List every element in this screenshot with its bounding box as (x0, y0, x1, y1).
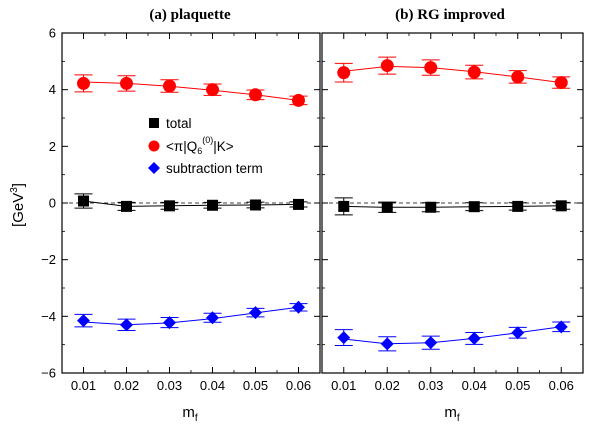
panel-b-x-tick-label: 0.04 (462, 378, 487, 393)
legend-label-total: total (166, 116, 192, 131)
panel-a-matrix-fit-line (83, 81, 299, 101)
panel-b-subtraction-point (467, 331, 481, 345)
panel-a-subtraction-fit-line (83, 306, 299, 326)
panel-a-subtraction-point (163, 316, 176, 330)
panel-b-total-point (381, 201, 393, 213)
panel-a-x-tick-label: 0.01 (71, 378, 96, 393)
panel-a-subtraction-point (292, 300, 305, 314)
legend-marker-total (149, 118, 159, 128)
panel-b-matrix-point (424, 61, 438, 75)
panel-a-matrix-point (77, 76, 90, 90)
panel-a-matrix-point (292, 93, 305, 107)
y-axis-label: [GeV3] (9, 183, 27, 227)
panel-a-x-tick-label: 0.02 (114, 378, 139, 393)
panel-b-series-subtraction (334, 320, 571, 352)
legend-label-matrix-element: <π|Q6(0)|K> (166, 135, 234, 156)
y-tick-label: −2 (41, 252, 56, 267)
panel-b-matrix-point (554, 76, 568, 90)
panel-b-subtraction-point (511, 326, 525, 340)
panel-b-x-tick-label: 0.03 (418, 378, 443, 393)
panel-a-subtraction-point (120, 318, 133, 332)
panel-a-x-axis-label: mf (182, 404, 198, 424)
panel-a-series-total (74, 193, 308, 212)
panel-a-subtraction-point (249, 306, 262, 320)
panel-a-x-axis-label-sub: f (195, 413, 198, 424)
panel-b-total-fit-line (343, 205, 562, 208)
panel-b-total-point (555, 200, 567, 212)
y-tick-label: −6 (41, 366, 56, 381)
y-tick-label: 6 (49, 26, 56, 41)
y-tick-label: −4 (41, 309, 56, 324)
panel-b-x-axis-label: mf (444, 404, 460, 424)
panel-a-x-tick-label: 0.03 (157, 378, 182, 393)
panel-a-x-tick-label: 0.05 (243, 378, 268, 393)
panel-b-matrix-point (467, 65, 481, 79)
panel-b-subtraction-point (380, 337, 394, 351)
y-tick-label: 4 (49, 82, 56, 97)
y-tick-label: 0 (49, 196, 56, 211)
panel-a-series-subtraction (74, 300, 308, 332)
panel-b-x-axis-label-main: m (444, 404, 457, 421)
panel-b-matrix-point (337, 66, 351, 80)
panel-b-series-total (334, 197, 571, 216)
panel-b-total-point (338, 200, 350, 212)
legend-label-matrix-sub: 6 (197, 146, 202, 156)
panel-b-total-point (425, 201, 437, 213)
panel-b-x-tick-label: 0.05 (505, 378, 530, 393)
panel-b-total-point (512, 200, 524, 212)
panel-a-series-matrix (74, 74, 308, 107)
panel-a-subtraction-point (206, 311, 219, 325)
panel-a: 6 4 2 0 −2 −4 −6 0.01 0.02 0.03 0.04 0.05 0.06 (41, 26, 321, 393)
legend: total <π|Q6(0)|K> subtraction term (148, 116, 263, 176)
y-axis-label-main: [GeV (10, 193, 27, 227)
legend-label-matrix-part1: <π|Q (166, 139, 197, 154)
panel-a-subtraction-point (77, 314, 90, 328)
y-axis-label-close: ] (10, 183, 27, 187)
panel-b: 0.01 0.02 0.03 0.04 0.05 0.06 (321, 32, 584, 393)
panel-b-frame (321, 32, 584, 374)
legend-label-subtraction: subtraction term (166, 161, 263, 176)
panel-b-x-tick-label: 0.02 (375, 378, 400, 393)
legend-marker-matrix-element (148, 140, 160, 152)
panel-b-series-matrix (334, 56, 571, 90)
panel-b-title: (b) RG improved (395, 7, 505, 23)
panel-b-x-axis-label-sub: f (457, 413, 460, 424)
panel-a-matrix-point (249, 88, 262, 102)
panel-a-total-point (164, 200, 175, 212)
y-axis-label-sup: 3 (9, 187, 20, 193)
legend-marker-subtraction (148, 162, 160, 174)
panel-b-subtraction-fit-line (343, 326, 562, 345)
panel-b-total-point (468, 201, 480, 213)
panel-a-x-tick-label: 0.04 (200, 378, 225, 393)
panel-a-total-fit-line (83, 200, 299, 207)
panel-b-x-tick-label: 0.06 (549, 378, 574, 393)
panel-b-subtraction-point (424, 336, 438, 350)
panel-a-title: (a) plaquette (149, 7, 231, 23)
panel-a-matrix-point (163, 79, 176, 93)
panel-a-matrix-point (206, 83, 219, 97)
panel-b-subtraction-point (337, 331, 351, 345)
panel-b-subtraction-point (554, 320, 568, 334)
panel-a-total-point (250, 199, 261, 211)
panel-a-matrix-point (120, 76, 133, 90)
panel-a-total-point (207, 199, 218, 211)
legend-label-matrix-part2: |K> (213, 139, 234, 154)
panel-b-matrix-fit-line (343, 65, 562, 84)
panel-b-matrix-point (511, 70, 525, 84)
y-tick-label: 2 (49, 139, 56, 154)
panel-a-x-tick-label: 0.06 (286, 378, 311, 393)
panel-b-matrix-point (380, 59, 394, 73)
panel-a-x-axis-label-main: m (182, 404, 195, 421)
panel-a-total-point (293, 198, 304, 210)
legend-label-matrix-sup: (0) (202, 135, 213, 145)
panel-a-total-point (121, 200, 132, 212)
panel-b-x-tick-label: 0.01 (331, 378, 356, 393)
panel-a-total-point (78, 195, 89, 207)
